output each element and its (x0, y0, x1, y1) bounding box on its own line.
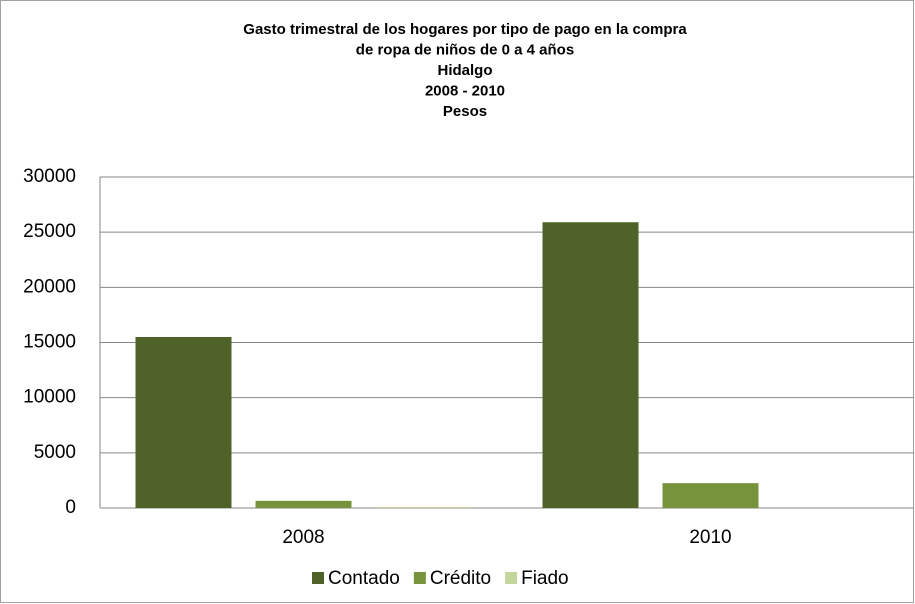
y-tick-label: 25000 (23, 221, 76, 242)
chart-title: de ropa de niños de 0 a 4 años (356, 41, 574, 58)
y-tick-label: 10000 (23, 387, 76, 408)
legend-swatch (413, 572, 426, 584)
legend-swatch (312, 572, 324, 584)
bar (662, 483, 759, 508)
y-tick-label: 15000 (23, 332, 76, 353)
legend-label: Crédito (430, 568, 491, 589)
y-tick-label: 0 (65, 497, 76, 518)
y-tick-label: 5000 (34, 442, 76, 463)
x-tick-label: 2008 (282, 527, 324, 548)
bar (255, 500, 352, 508)
bar (542, 222, 639, 508)
chart-title: Pesos (443, 103, 487, 120)
legend-label: Fiado (521, 568, 569, 589)
bar (375, 506, 472, 508)
y-tick-label: 20000 (23, 276, 76, 297)
bar (135, 336, 232, 508)
chart-title: Hidalgo (438, 62, 493, 79)
chart-title: Gasto trimestral de los hogares por tipo… (243, 21, 687, 38)
x-tick-label: 2010 (689, 527, 731, 548)
legend-swatch (505, 572, 518, 584)
y-tick-label: 30000 (23, 166, 76, 187)
legend-label: Contado (328, 568, 400, 589)
chart-title: 2008 - 2010 (425, 82, 505, 99)
